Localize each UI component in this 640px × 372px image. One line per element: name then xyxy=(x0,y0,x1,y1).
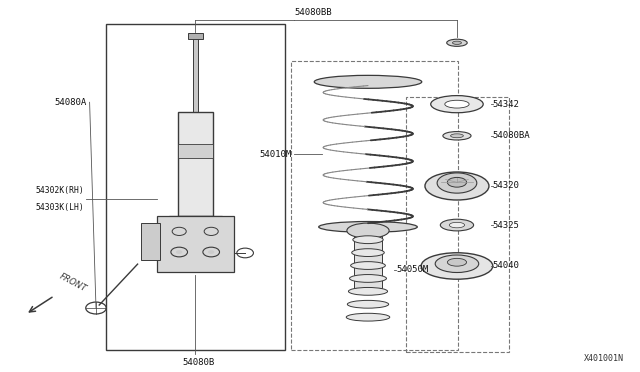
Bar xyxy=(157,216,234,272)
Text: 54325: 54325 xyxy=(493,221,520,230)
Text: 54080A: 54080A xyxy=(54,98,86,107)
Ellipse shape xyxy=(425,172,489,200)
Ellipse shape xyxy=(447,39,467,46)
Ellipse shape xyxy=(346,313,390,321)
Circle shape xyxy=(176,250,182,254)
Ellipse shape xyxy=(347,223,389,238)
Bar xyxy=(169,216,221,234)
Bar xyxy=(188,33,203,39)
Ellipse shape xyxy=(452,41,461,44)
Text: 54320: 54320 xyxy=(493,182,520,190)
Ellipse shape xyxy=(437,173,477,193)
Text: FRONT: FRONT xyxy=(58,272,88,294)
Ellipse shape xyxy=(348,288,388,295)
Ellipse shape xyxy=(348,300,388,308)
Bar xyxy=(141,223,160,260)
Text: 54080BA: 54080BA xyxy=(493,131,531,140)
Bar xyxy=(354,231,382,289)
Bar xyxy=(106,24,285,350)
Bar xyxy=(177,112,212,216)
Ellipse shape xyxy=(447,177,467,187)
Bar xyxy=(193,37,198,112)
Ellipse shape xyxy=(435,255,479,273)
Ellipse shape xyxy=(314,76,422,88)
Ellipse shape xyxy=(353,236,383,244)
Text: 54302K(RH): 54302K(RH) xyxy=(35,186,84,195)
Ellipse shape xyxy=(319,221,417,232)
Text: 54303K(LH): 54303K(LH) xyxy=(35,203,84,212)
Ellipse shape xyxy=(421,253,493,279)
Text: 54050M: 54050M xyxy=(397,265,429,274)
Text: 54342: 54342 xyxy=(493,100,520,109)
Ellipse shape xyxy=(349,275,387,282)
Ellipse shape xyxy=(440,219,474,231)
Bar xyxy=(291,61,458,350)
Text: 54080B: 54080B xyxy=(182,358,214,367)
Bar xyxy=(177,144,212,158)
Text: 54040: 54040 xyxy=(493,262,520,270)
Bar xyxy=(406,97,509,352)
Ellipse shape xyxy=(352,249,384,257)
Ellipse shape xyxy=(451,134,463,138)
Ellipse shape xyxy=(449,222,465,228)
Text: 54080BB: 54080BB xyxy=(295,9,332,17)
Ellipse shape xyxy=(431,96,483,113)
Circle shape xyxy=(208,250,214,254)
Ellipse shape xyxy=(445,100,469,108)
Ellipse shape xyxy=(447,259,467,266)
Ellipse shape xyxy=(351,262,385,269)
Text: 54010M: 54010M xyxy=(259,150,291,159)
Text: X401001N: X401001N xyxy=(584,354,624,363)
Ellipse shape xyxy=(443,132,471,140)
